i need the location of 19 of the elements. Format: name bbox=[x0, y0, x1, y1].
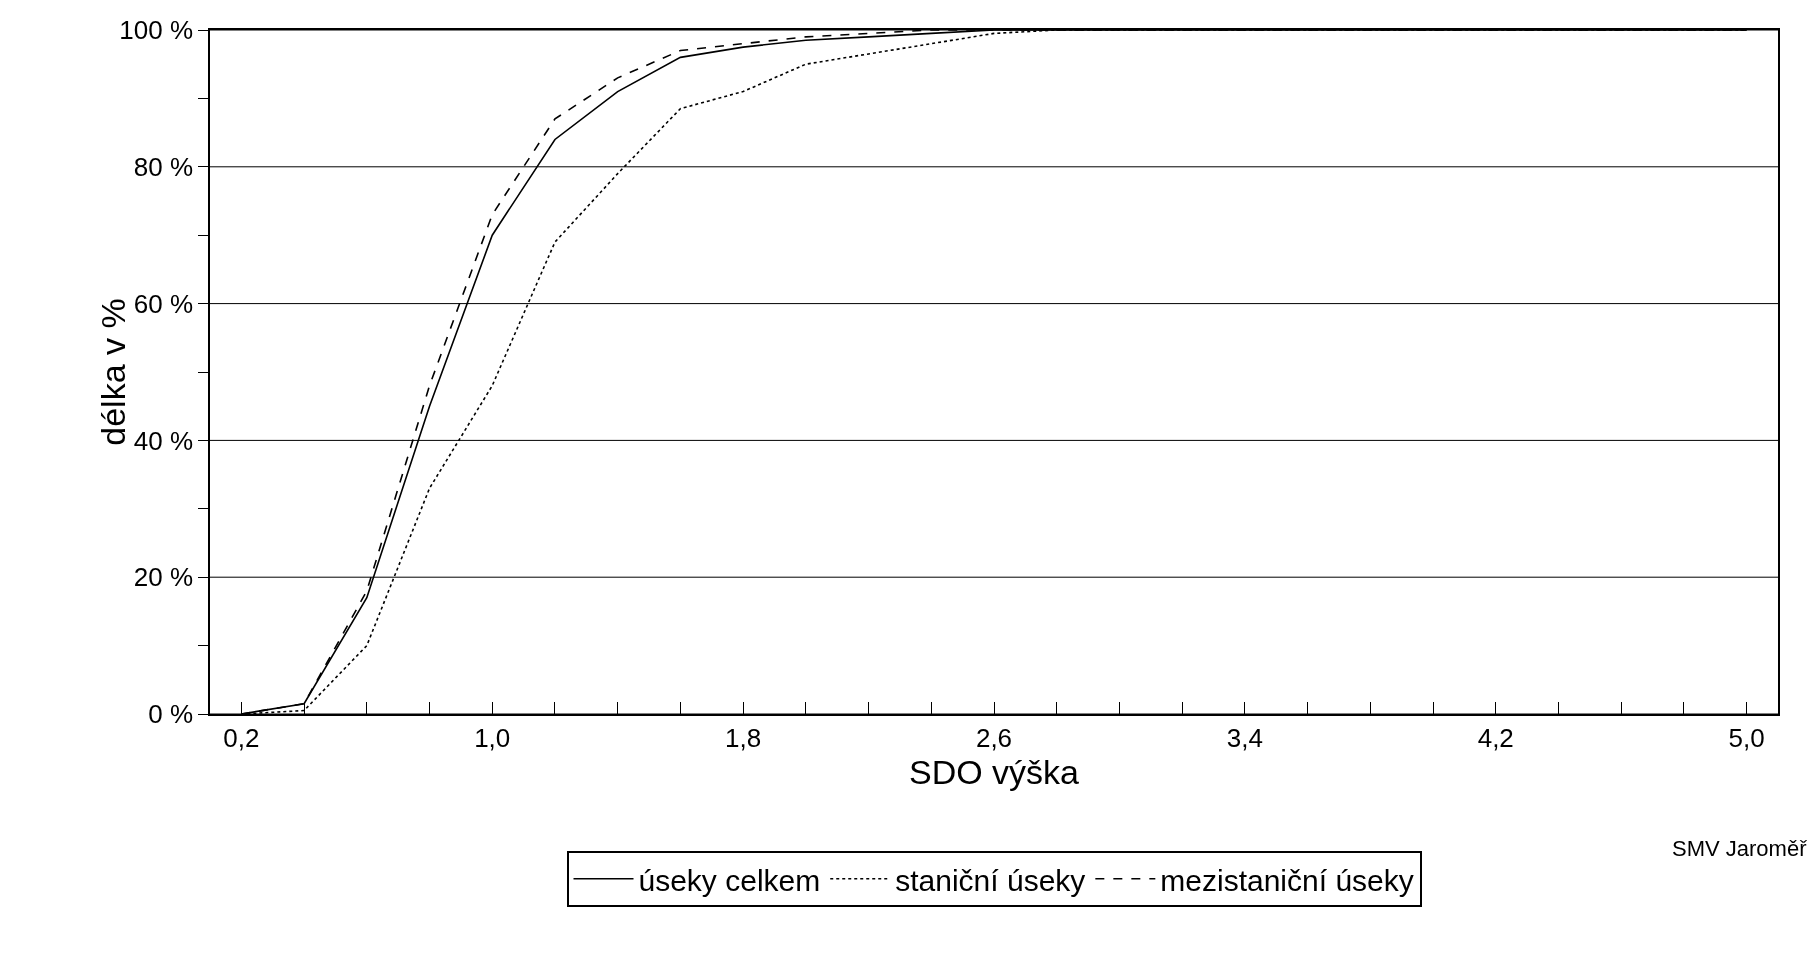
y-tick-label: 60 % bbox=[133, 288, 194, 319]
x-tick-label: 4,2 bbox=[1477, 722, 1514, 753]
y-tick-label: 20 % bbox=[133, 562, 194, 593]
y-tick-label: 40 % bbox=[133, 425, 194, 456]
legend-label: mezistaniční úseky bbox=[1160, 863, 1414, 897]
x-tick-label: 5,0 bbox=[1728, 722, 1765, 753]
x-tick-label: 0,2 bbox=[223, 722, 260, 753]
y-axis-title: délka v % bbox=[93, 298, 132, 446]
y-tick-label: 80 % bbox=[133, 151, 194, 182]
x-tick-label: 1,0 bbox=[474, 722, 511, 753]
text: SMV Jaroměř bbox=[1672, 836, 1808, 861]
y-tick-label: 100 % bbox=[119, 15, 194, 46]
x-tick-label: 2,6 bbox=[975, 722, 1013, 753]
x-tick-label: 1,8 bbox=[725, 722, 762, 753]
legend-label: staniční úseky bbox=[895, 863, 1086, 897]
x-tick-label: 3,4 bbox=[1226, 722, 1263, 753]
y-tick-label: 0 % bbox=[148, 699, 194, 730]
legend-label: úseky celkem bbox=[638, 863, 821, 897]
x-axis-title: SDO výška bbox=[908, 752, 1080, 791]
